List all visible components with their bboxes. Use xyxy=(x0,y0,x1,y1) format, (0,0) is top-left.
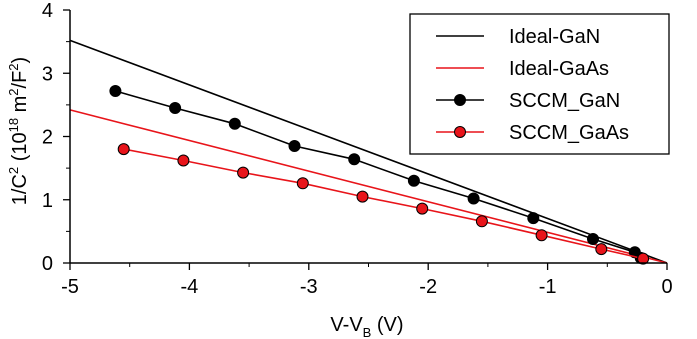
legend-marker-sccm-gan xyxy=(454,94,466,106)
data-point-sccm-gan-2 xyxy=(169,102,182,114)
legend-item-sccm-gaas: SCCM_GaAs xyxy=(436,122,629,144)
legend: Ideal-GaN Ideal-GaAs SCCM_GaN SCCM_GaAs xyxy=(409,13,670,155)
legend-item-ideal-gaas: Ideal-GaAs xyxy=(436,58,609,80)
data-point-sccm-gaas-2 xyxy=(177,154,190,167)
data-point-sccm-gaas-6 xyxy=(416,202,429,215)
axes: -5 -4 -3 -2 -1 0 0 1 2 3 4 xyxy=(42,0,673,298)
legend-marker-sccm-gaas xyxy=(454,126,466,138)
data-point-sccm-gan-8 xyxy=(527,212,540,225)
x-tick-label: 0 xyxy=(661,276,672,298)
x-axis-title: V-VB (V) xyxy=(330,314,403,339)
data-point-sccm-gaas-8 xyxy=(535,229,548,242)
y-tick-label: 2 xyxy=(42,127,53,149)
y-tick-label: 4 xyxy=(42,0,53,22)
y-tick-label: 0 xyxy=(42,253,53,275)
series-line-ideal-gaas xyxy=(69,109,668,264)
x-tick-label: -1 xyxy=(539,276,557,298)
series-line-sccm-gaas xyxy=(123,148,644,260)
legend-item-sccm-gan: SCCM_GaN xyxy=(436,90,620,112)
data-point-sccm-gan-4 xyxy=(288,140,301,152)
series-ideal-gaas xyxy=(69,109,668,264)
y-tick-label: 1 xyxy=(42,190,53,212)
legend-label-sccm-gan: SCCM_GaN xyxy=(509,90,620,112)
data-point-sccm-gan-5 xyxy=(348,153,361,166)
series-sccm-gan xyxy=(109,85,647,264)
data-point-sccm-gan-1 xyxy=(109,85,122,97)
series-sccm-gaas xyxy=(117,143,650,265)
x-tick-label: -5 xyxy=(61,276,79,298)
legend-label-ideal-gan: Ideal-GaN xyxy=(509,26,600,48)
series-line-ideal-gan xyxy=(69,39,668,264)
x-tick-label: -4 xyxy=(181,276,199,298)
x-tick-label: -2 xyxy=(419,276,437,298)
series-ideal-gan xyxy=(69,39,668,264)
data-point-sccm-gan-6 xyxy=(407,174,420,187)
y-axis-title: 1/C2 (1018 m2/F2) xyxy=(6,57,31,205)
data-point-sccm-gan-7 xyxy=(467,192,480,205)
legend-label-ideal-gaas: Ideal-GaAs xyxy=(509,58,609,80)
x-tick-label: -3 xyxy=(300,276,318,298)
y-tick-label: 3 xyxy=(42,63,53,85)
plot-area xyxy=(69,39,668,265)
data-point-sccm-gaas-9 xyxy=(595,243,608,256)
data-point-sccm-gan-9 xyxy=(587,233,599,245)
data-point-sccm-gan-3 xyxy=(228,117,241,130)
data-point-sccm-gaas-5 xyxy=(356,190,369,203)
data-point-sccm-gaas-7 xyxy=(475,215,488,228)
legend-item-ideal-gan: Ideal-GaN xyxy=(436,26,600,48)
data-point-sccm-gaas-1 xyxy=(117,143,130,156)
data-point-sccm-gaas-3 xyxy=(237,166,250,179)
data-point-sccm-gaas-10 xyxy=(637,252,650,265)
legend-label-sccm-gaas: SCCM_GaAs xyxy=(509,122,629,144)
legend-box xyxy=(409,13,670,155)
data-point-sccm-gaas-4 xyxy=(296,177,309,190)
